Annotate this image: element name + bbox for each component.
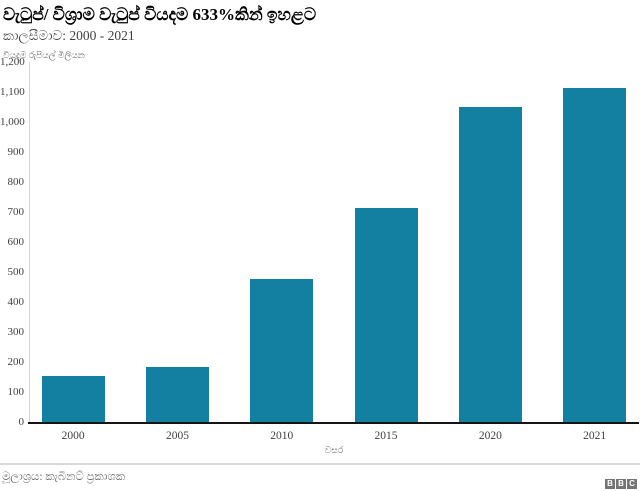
bbc-logo-block: B	[605, 479, 615, 489]
y-tick-label: 900	[7, 146, 25, 158]
x-axis-baseline	[28, 422, 639, 424]
bar-2020	[458, 107, 522, 422]
x-tick-label: 2010	[270, 430, 294, 442]
footer-divider	[0, 463, 640, 465]
bar-2010	[250, 278, 314, 422]
chart-title: වැටුප්/ විශ්‍රාම වැටුප් වියදම 633%කින් ඉ…	[3, 5, 317, 24]
x-tick-label: 2000	[61, 430, 85, 442]
y-tick-label: 1,200	[0, 56, 25, 68]
y-tick-label: 700	[7, 206, 25, 218]
y-tick-label: 1,100	[0, 86, 25, 98]
x-tick-label: 2005	[165, 430, 189, 442]
bar-2005	[145, 366, 209, 422]
bar-2015	[354, 207, 418, 422]
chart-subtitle: කාලසීමාව: 2000 - 2021	[3, 28, 135, 43]
y-axis-line	[29, 62, 30, 422]
bbc-logo: B B C	[605, 479, 637, 489]
y-tick-label: 100	[7, 386, 25, 398]
y-axis-title: වියදම රුපියල් මිලියන	[3, 50, 85, 60]
x-axis-title: වසර	[324, 445, 344, 455]
y-tick-label: 300	[7, 326, 25, 338]
bar-2000	[41, 376, 105, 422]
y-tick-label: 200	[7, 356, 25, 368]
source-text: මූලාශ්‍රය: කැබිනට් ප්‍රකාශක	[2, 471, 126, 483]
bbc-logo-block: C	[627, 479, 637, 489]
y-tick-label: 600	[7, 236, 25, 248]
y-tick-label: 400	[7, 296, 25, 308]
bbc-logo-block: B	[616, 479, 626, 489]
y-tick-label: 1,000	[0, 116, 25, 128]
y-tick-label: 500	[7, 266, 25, 278]
y-tick-label: 0	[18, 416, 25, 428]
x-tick-label: 2015	[374, 430, 398, 442]
bar-2021	[563, 87, 627, 422]
x-tick-label: 2021	[583, 430, 607, 442]
y-tick-label: 800	[7, 176, 25, 188]
x-tick-label: 2020	[478, 430, 502, 442]
